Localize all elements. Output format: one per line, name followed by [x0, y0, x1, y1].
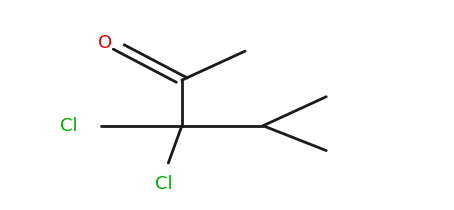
Text: Cl: Cl: [155, 176, 173, 193]
Text: Cl: Cl: [60, 117, 78, 135]
Text: O: O: [98, 34, 112, 52]
